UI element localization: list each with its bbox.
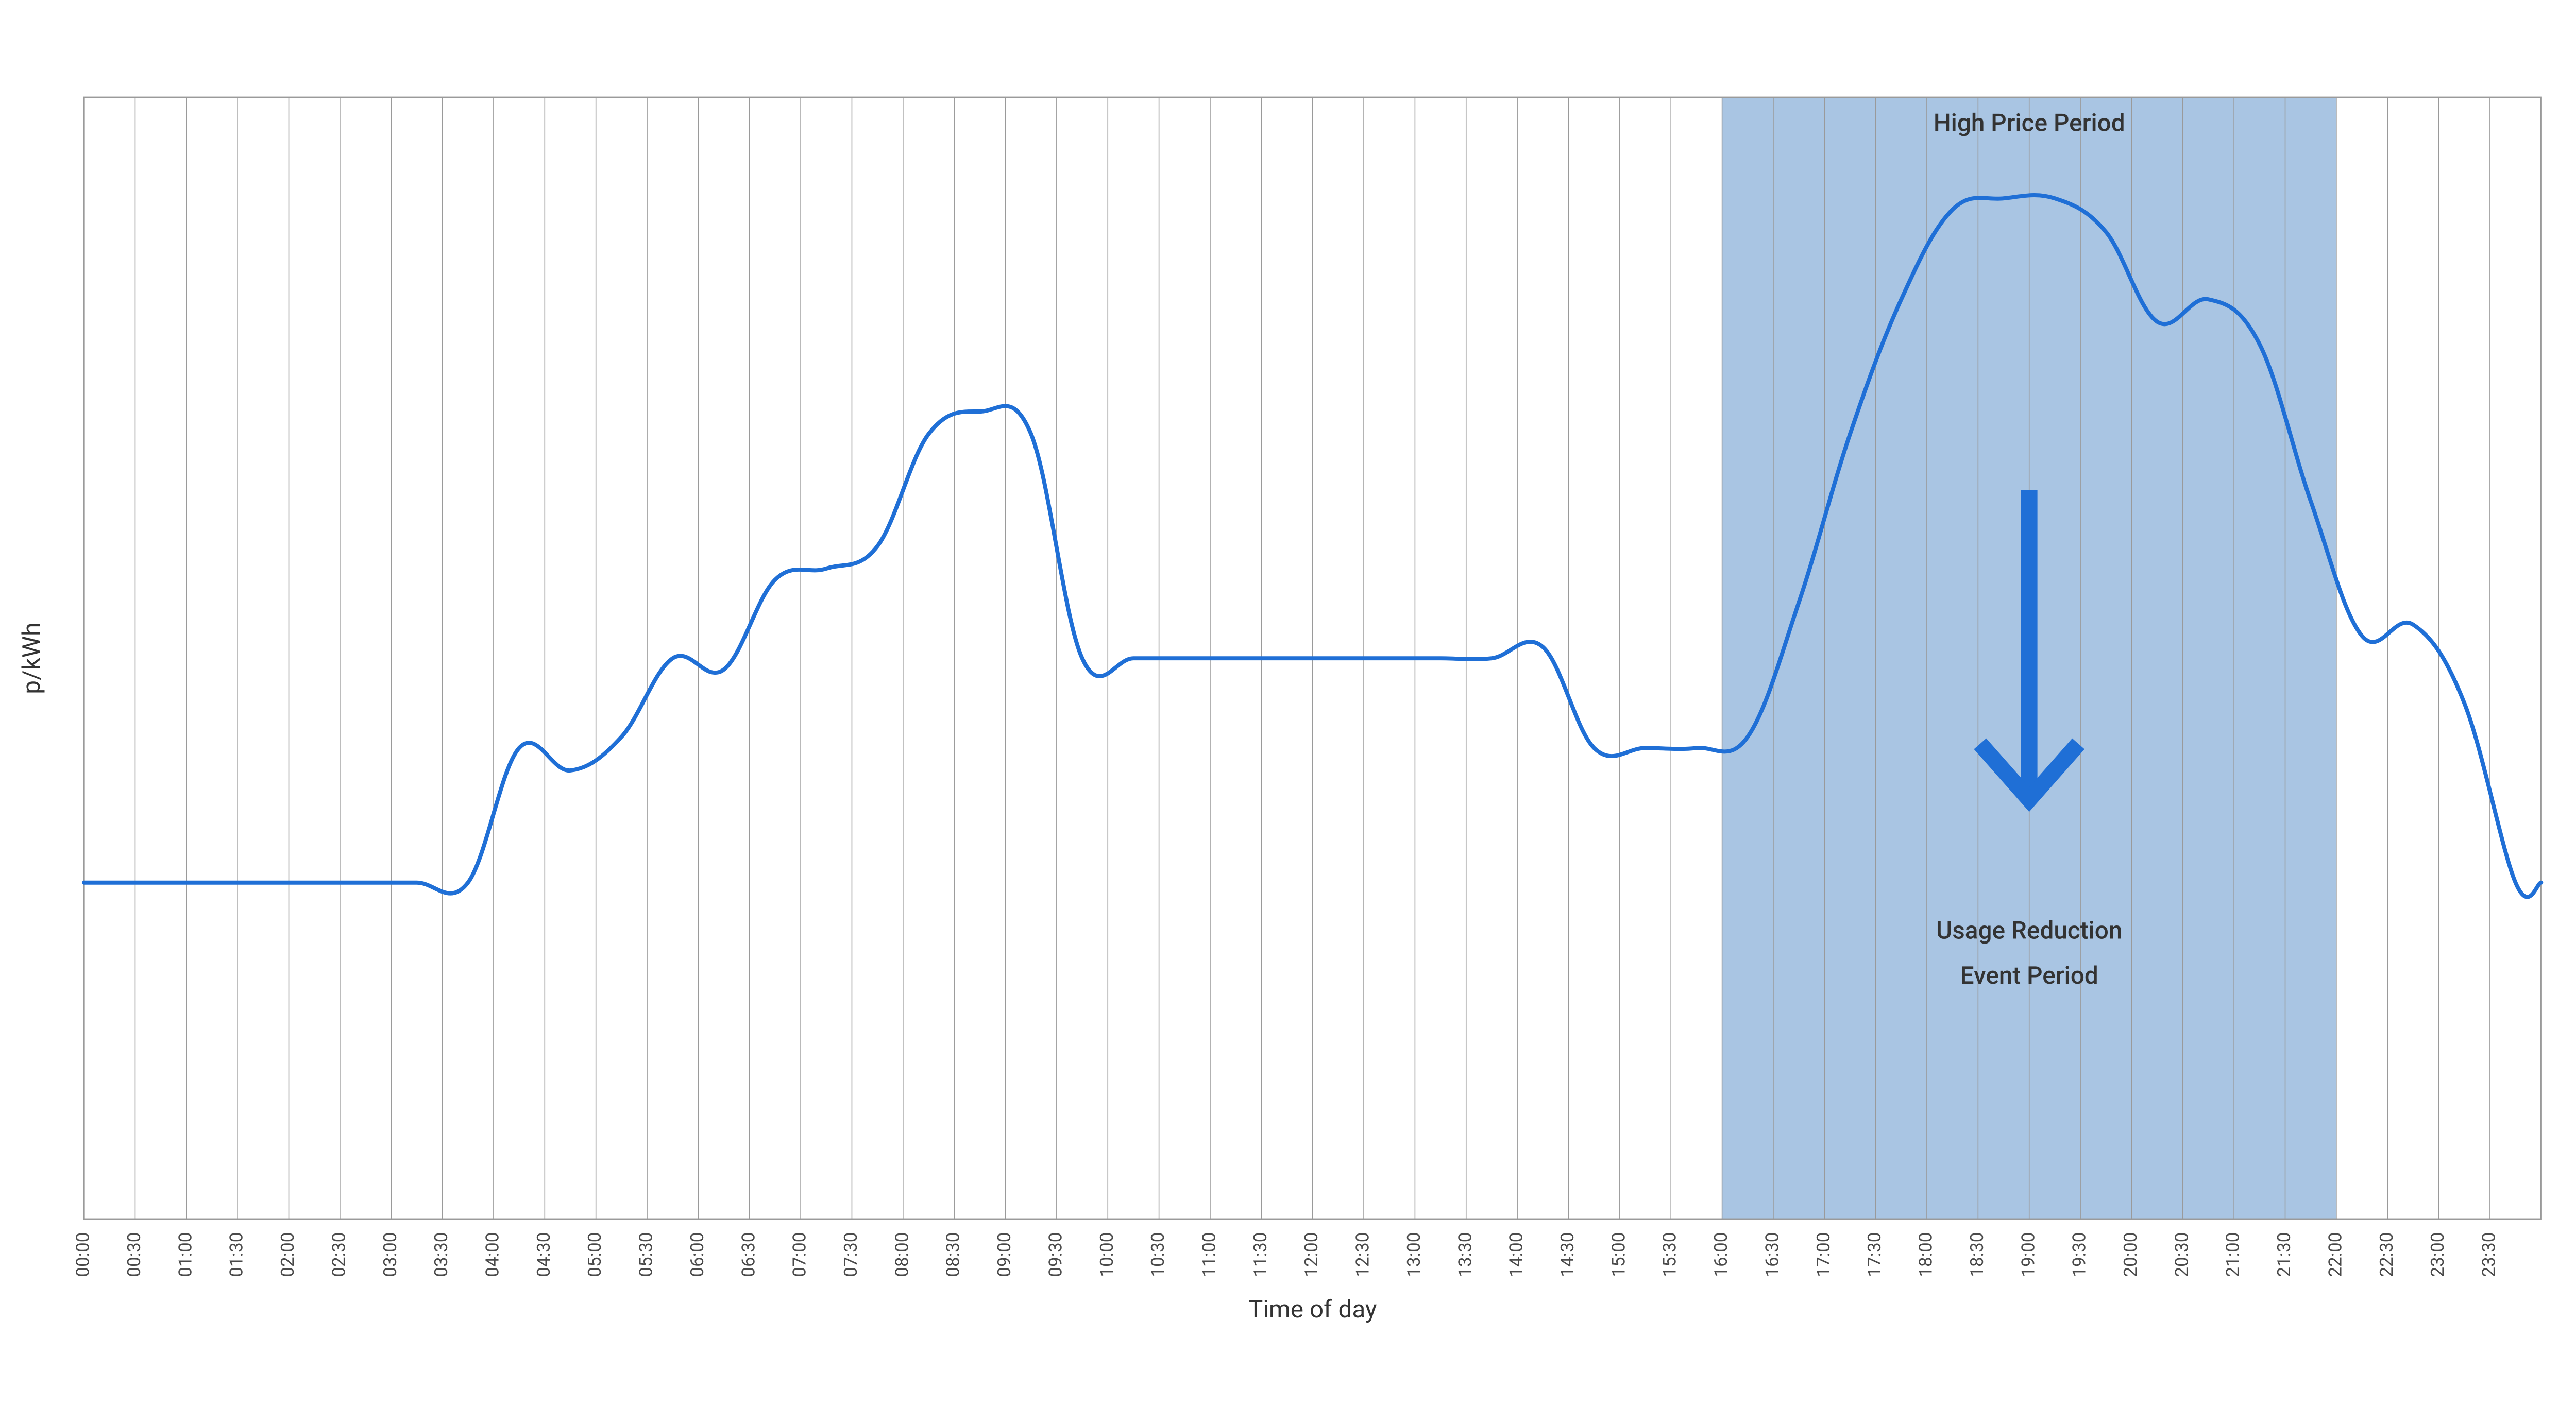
- x-tick-label: 10:30: [1147, 1232, 1168, 1277]
- x-tick-label: 03:30: [431, 1232, 452, 1277]
- x-tick-label: 09:00: [994, 1232, 1015, 1277]
- x-tick-label: 14:30: [1557, 1232, 1578, 1277]
- x-tick-label: 04:30: [533, 1232, 554, 1277]
- x-tick-label: 06:00: [687, 1232, 708, 1277]
- x-tick-label: 16:30: [1761, 1232, 1783, 1277]
- y-axis-label: p/kWh: [17, 623, 46, 694]
- x-tick-label: 23:30: [2478, 1232, 2499, 1277]
- x-tick-label: 19:30: [2069, 1232, 2090, 1277]
- x-tick-label: 08:00: [891, 1232, 912, 1277]
- price-chart: High Price Period Usage Reduction Event …: [10, 5, 2566, 1418]
- x-tick-label: 04:00: [482, 1232, 503, 1277]
- x-tick-label: 05:30: [636, 1232, 657, 1277]
- x-tick-label: 18:30: [1967, 1232, 1988, 1277]
- x-tick-label: 12:30: [1352, 1232, 1374, 1277]
- x-tick-label: 01:30: [226, 1232, 247, 1277]
- x-tick-label: 11:00: [1199, 1232, 1220, 1277]
- x-axis-label: Time of day: [1248, 1295, 1377, 1324]
- x-tick-label: 18:00: [1916, 1232, 1937, 1277]
- x-tick-label: 15:30: [1659, 1232, 1681, 1277]
- x-tick-label: 22:00: [2325, 1232, 2346, 1277]
- chart-container: High Price Period Usage Reduction Event …: [0, 0, 2576, 1423]
- x-tick-label: 02:00: [277, 1232, 298, 1277]
- x-tick-label: 12:00: [1301, 1232, 1322, 1277]
- x-tick-label: 01:00: [175, 1232, 196, 1277]
- x-tick-label: 19:00: [2018, 1232, 2039, 1277]
- x-tick-label: 02:30: [328, 1232, 349, 1277]
- x-tick-label: 06:30: [738, 1232, 759, 1277]
- x-tick-label: 07:30: [840, 1232, 861, 1277]
- x-tick-label: 00:00: [73, 1232, 94, 1277]
- x-tick-label: 13:00: [1403, 1232, 1425, 1277]
- x-tick-label: 21:00: [2223, 1232, 2244, 1277]
- x-tick-label: 21:30: [2274, 1232, 2295, 1277]
- usage-reduction-label-1: Usage Reduction: [1936, 916, 2122, 945]
- x-tick-label: 20:30: [2171, 1232, 2192, 1277]
- x-tick-label: 00:30: [124, 1232, 145, 1277]
- x-tick-labels: 00:00 00:30 01:00 01:30 02:00 02:30 03:00 03:30…: [73, 1232, 2500, 1277]
- high-price-label: High Price Period: [1934, 109, 2125, 138]
- x-tick-label: 08:30: [943, 1232, 964, 1277]
- usage-reduction-label-2: Event Period: [1960, 961, 2098, 990]
- x-tick-label: 17:00: [1813, 1232, 1834, 1277]
- x-tick-label: 11:30: [1250, 1232, 1271, 1277]
- x-tick-label: 20:00: [2120, 1232, 2141, 1277]
- x-tick-label: 03:00: [380, 1232, 401, 1277]
- x-tick-label: 16:00: [1710, 1232, 1732, 1277]
- x-tick-label: 17:30: [1864, 1232, 1885, 1277]
- x-tick-label: 07:00: [789, 1232, 810, 1277]
- x-tick-label: 23:00: [2427, 1232, 2448, 1277]
- x-tick-label: 05:00: [584, 1232, 605, 1277]
- x-tick-label: 14:00: [1506, 1232, 1527, 1277]
- x-tick-label: 10:00: [1096, 1232, 1117, 1277]
- x-tick-label: 15:00: [1608, 1232, 1629, 1277]
- x-tick-label: 13:30: [1454, 1232, 1476, 1277]
- x-tick-label: 22:30: [2376, 1232, 2397, 1277]
- x-tick-label: 09:30: [1045, 1232, 1066, 1277]
